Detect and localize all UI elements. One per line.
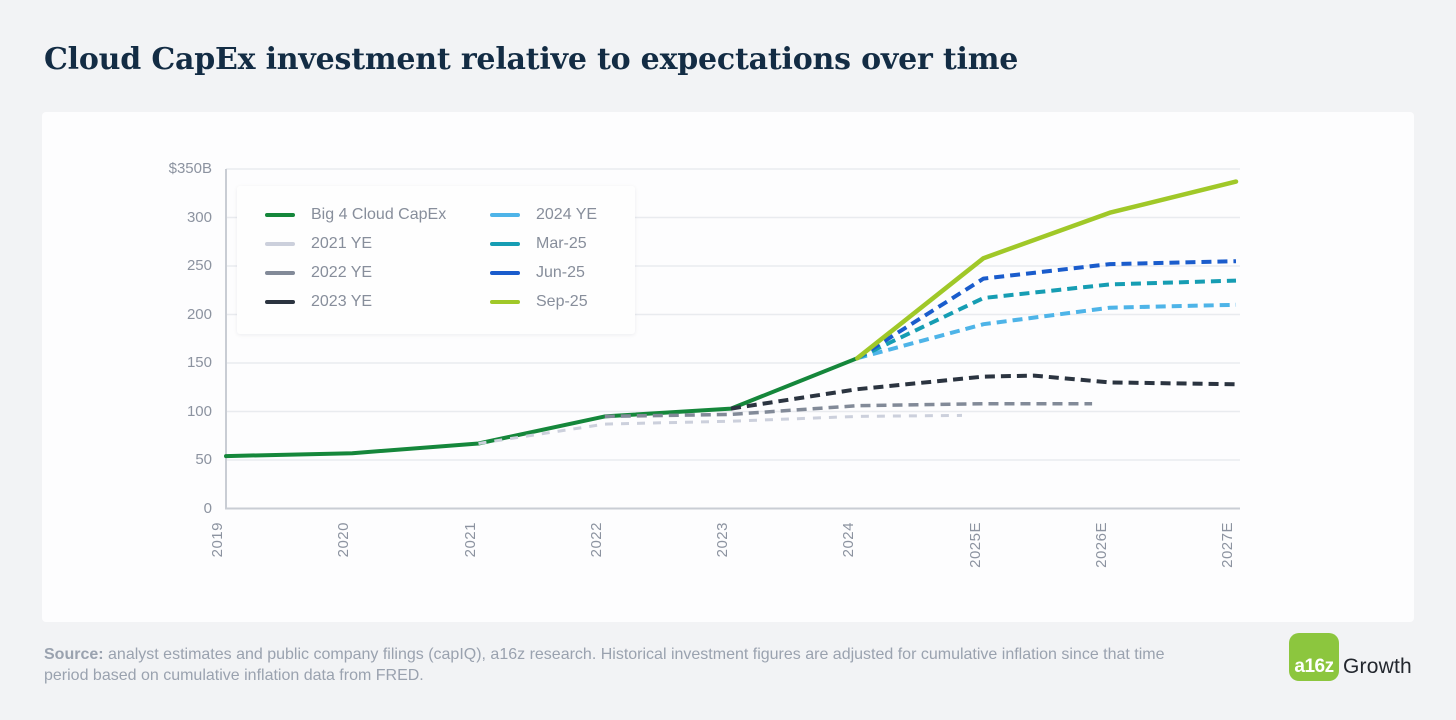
legend-swatch-2022-ye bbox=[265, 270, 295, 275]
legend-swatch-2024-ye bbox=[490, 212, 520, 217]
source-text: analyst estimates and public company fil… bbox=[44, 646, 1165, 684]
legend-swatch-mar-25 bbox=[490, 241, 520, 246]
x-axis-label-2021: 2021 bbox=[461, 522, 479, 558]
legend: Big 4 Cloud CapEx 2021 YE 2022 YE 2023 YE 20… bbox=[237, 186, 635, 334]
legend-item-2021-ye: 2021 YE bbox=[265, 229, 490, 258]
y-axis-label-200: 200 bbox=[186, 305, 212, 323]
y-axis-label-250: 250 bbox=[186, 257, 212, 274]
x-axis-label-2023: 2023 bbox=[714, 522, 731, 558]
legend-column-1: Big 4 Cloud CapEx 2021 YE 2022 YE 2023 YE bbox=[265, 200, 490, 316]
y-axis-label-350: $350B bbox=[168, 160, 212, 177]
legend-item-2024-ye: 2024 YE bbox=[490, 200, 597, 229]
series-line-2022-ye bbox=[604, 401, 1093, 419]
series-line-sep-25 bbox=[855, 179, 1239, 361]
y-axis-label-150: 150 bbox=[186, 354, 212, 371]
logo-growth-label: Growth bbox=[1343, 655, 1412, 678]
x-axis-label-2024: 2024 bbox=[840, 522, 858, 558]
x-axis-label-2019: 2019 bbox=[209, 522, 226, 558]
source-note: Source: analyst estimates and public com… bbox=[44, 645, 1169, 687]
legend-label-sep-25: Sep-25 bbox=[536, 292, 588, 310]
legend-label-jun-25: Jun-25 bbox=[536, 263, 585, 281]
series-line-jun-25 bbox=[856, 259, 1237, 360]
a16z-growth-logo: a16z Growth bbox=[1289, 633, 1412, 681]
legend-swatch-2023-ye bbox=[265, 299, 295, 304]
legend-label-big-4-cloud-capex: Big 4 Cloud CapEx bbox=[311, 205, 447, 223]
legend-label-2022-ye: 2022 YE bbox=[311, 263, 373, 281]
x-axis-label-2027e: 2027E bbox=[1219, 522, 1236, 568]
y-axis-label-0: 0 bbox=[203, 499, 212, 517]
legend-swatch-big-4-cloud-capex bbox=[265, 212, 295, 217]
series-line-mar-25 bbox=[856, 278, 1237, 361]
legend-label-2024-ye: 2024 YE bbox=[536, 205, 598, 223]
legend-item-jun-25: Jun-25 bbox=[490, 258, 597, 287]
page-title: Cloud CapEx investment relative to expec… bbox=[44, 42, 1019, 77]
legend-column-2: 2024 YE Mar-25 Jun-25 Sep-25 bbox=[490, 200, 597, 316]
legend-item-2022-ye: 2022 YE bbox=[265, 258, 490, 287]
y-axis-label-300: 300 bbox=[186, 208, 212, 226]
legend-swatch-jun-25 bbox=[490, 270, 520, 275]
source-label: Source: bbox=[44, 646, 104, 663]
legend-item-big-4-cloud-capex: Big 4 Cloud CapEx bbox=[265, 200, 490, 229]
series-line-2021-ye bbox=[478, 413, 963, 445]
legend-item-mar-25: Mar-25 bbox=[490, 229, 597, 258]
y-axis-label-50: 50 bbox=[195, 451, 212, 468]
legend-swatch-2021-ye bbox=[265, 241, 295, 246]
legend-label-2023-ye: 2023 YE bbox=[311, 292, 373, 310]
y-axis-label-100: 100 bbox=[186, 402, 212, 420]
chart-canvas bbox=[224, 168, 1240, 510]
x-axis-label-2025e: 2025E bbox=[966, 522, 984, 568]
a16z-logo-mark: a16z bbox=[1289, 633, 1339, 681]
series-line-2024-ye bbox=[856, 302, 1237, 361]
series-line-big-4-cloud-capex bbox=[224, 356, 860, 459]
x-axis-label-2020: 2020 bbox=[335, 522, 353, 558]
x-axis-label-2022: 2022 bbox=[587, 522, 605, 558]
legend-item-sep-25: Sep-25 bbox=[490, 287, 597, 316]
legend-swatch-sep-25 bbox=[490, 299, 520, 304]
legend-item-2023-ye: 2023 YE bbox=[265, 287, 490, 316]
series-line-2023-ye bbox=[730, 373, 1237, 411]
chart-card: $350B 300 250 200 150 100 50 0 2019 2020 2021 2022 2… bbox=[42, 112, 1414, 622]
x-axis-label-2026e: 2026E bbox=[1092, 522, 1110, 568]
legend-label-mar-25: Mar-25 bbox=[536, 234, 587, 252]
legend-label-2021-ye: 2021 YE bbox=[311, 234, 373, 252]
